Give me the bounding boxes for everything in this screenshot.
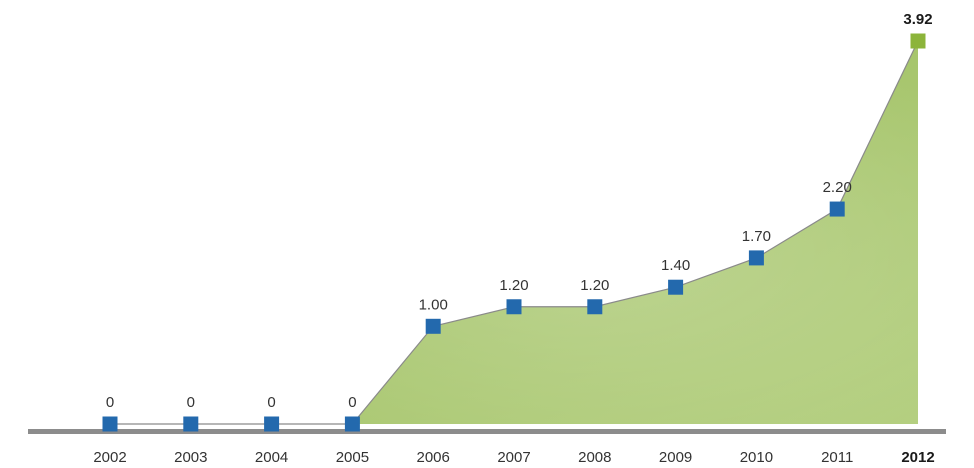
data-point-marker-2003 — [183, 416, 199, 432]
x-axis-baseline — [28, 429, 946, 434]
data-point-marker-2004 — [264, 416, 280, 432]
x-tick-label-2005: 2005 — [336, 449, 369, 466]
x-tick-label-2012: 2012 — [901, 449, 934, 466]
data-label-2010: 1.70 — [742, 228, 771, 245]
data-label-2007: 1.20 — [499, 277, 528, 294]
data-label-2012: 3.92 — [903, 11, 932, 28]
x-tick-label-2007: 2007 — [497, 449, 530, 466]
data-label-2009: 1.40 — [661, 257, 690, 274]
x-tick-label-2010: 2010 — [740, 449, 773, 466]
x-tick-label-2004: 2004 — [255, 449, 288, 466]
data-point-marker-2008 — [587, 299, 603, 315]
data-label-2006: 1.00 — [419, 296, 448, 313]
x-tick-label-2011: 2011 — [821, 449, 853, 466]
data-point-marker-2010 — [748, 250, 764, 266]
data-label-2003: 0 — [187, 394, 195, 411]
marker-layer — [102, 33, 926, 432]
data-label-2004: 0 — [267, 394, 275, 411]
data-label-layer: 0 0 0 0 1.00 1.20 1.20 1.40 1.70 2.20 3.92 — [106, 11, 933, 411]
data-label-2008: 1.20 — [580, 277, 609, 294]
data-point-marker-2007 — [506, 299, 522, 315]
x-tick-label-2009: 2009 — [659, 449, 692, 466]
data-point-marker-2006 — [425, 318, 441, 334]
data-label-2005: 0 — [348, 394, 356, 411]
data-point-marker-2012 — [910, 33, 926, 49]
area-fill-highlight — [110, 41, 918, 424]
x-axis-tick-layer: 2002 2003 2004 2005 2006 2007 2008 2009 2010 2011… — [93, 449, 934, 466]
x-tick-label-2003: 2003 — [174, 449, 207, 466]
data-point-marker-2009 — [668, 279, 684, 295]
data-point-marker-2011 — [829, 201, 845, 217]
data-label-2011: 2.20 — [823, 179, 852, 196]
area-layer — [110, 41, 918, 424]
data-point-marker-2005 — [344, 416, 360, 432]
data-point-marker-2002 — [102, 416, 118, 432]
data-label-2002: 0 — [106, 394, 114, 411]
baseline-layer — [28, 429, 946, 434]
x-tick-label-2008: 2008 — [578, 449, 611, 466]
x-tick-label-2006: 2006 — [417, 449, 450, 466]
x-tick-label-2002: 2002 — [93, 449, 126, 466]
